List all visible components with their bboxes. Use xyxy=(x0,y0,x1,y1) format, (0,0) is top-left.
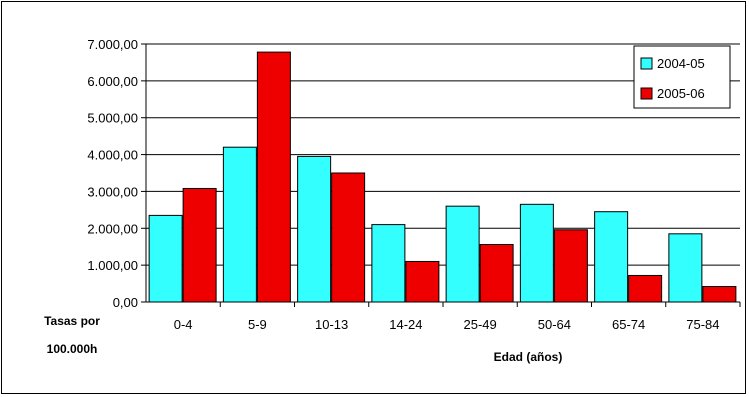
bar-2005-06-65-74 xyxy=(628,274,663,303)
legend-label-2005-06: 2005-06 xyxy=(657,86,705,101)
x-tick-label: 75-84 xyxy=(686,317,719,332)
y-axis-label-line2: 100.000h xyxy=(47,342,98,356)
legend-label-2004-05: 2004-05 xyxy=(657,56,705,71)
y-tick-label: 0,00 xyxy=(113,295,138,310)
y-tick-label: 4.000,00 xyxy=(87,148,138,163)
x-axis-label: Edad (años) xyxy=(494,350,563,364)
bar-2004-05-5-9 xyxy=(222,146,257,303)
bar-2004-05-10-13 xyxy=(297,155,332,303)
bar-2004-05-75-84 xyxy=(668,233,703,303)
y-tick-label: 5.000,00 xyxy=(87,111,138,126)
bar-2005-06-5-9 xyxy=(256,51,291,303)
bars xyxy=(148,51,737,303)
bar-2004-05-25-49 xyxy=(445,205,480,303)
bar-2005-06-75-84 xyxy=(702,286,737,303)
x-tick-label: 10-13 xyxy=(315,317,348,332)
bar-2005-06-0-4 xyxy=(182,187,217,303)
bar-2004-05-14-24 xyxy=(371,224,406,303)
x-tick-label: 65-74 xyxy=(612,317,645,332)
bar-2004-05-65-74 xyxy=(594,211,629,303)
x-tick-label: 14-24 xyxy=(389,317,422,332)
x-tick-label: 5-9 xyxy=(248,317,267,332)
y-axis-label-line1: Tasas por xyxy=(44,314,100,328)
bar-2005-06-25-49 xyxy=(479,244,514,303)
bar-2005-06-10-13 xyxy=(331,172,366,303)
legend: 2004-05 2005-06 xyxy=(633,45,731,109)
bar-2004-05-0-4 xyxy=(148,214,183,303)
y-tick-label: 2.000,00 xyxy=(87,221,138,236)
bar-2005-06-50-64 xyxy=(553,229,588,303)
x-tick-label: 25-49 xyxy=(464,317,497,332)
y-tick-label: 3.000,00 xyxy=(87,184,138,199)
x-tick-label: 50-64 xyxy=(538,317,571,332)
y-tick-label: 7.000,00 xyxy=(87,37,138,52)
bar-2004-05-50-64 xyxy=(519,203,554,303)
y-tick-label: 6.000,00 xyxy=(87,74,138,89)
y-tick-label: 1.000,00 xyxy=(87,258,138,273)
legend-swatch-2004-05 xyxy=(640,57,653,70)
x-tick-labels: 0-4 5-9 10-13 14-24 25-49 50-64 65-74 75-84 xyxy=(174,302,741,332)
y-tick-labels: 0,00 1.000,00 2.000,00 3.000,00 4.000,00 5.00… xyxy=(87,37,146,310)
x-tick-label: 0-4 xyxy=(174,317,193,332)
bar-2005-06-14-24 xyxy=(405,260,440,303)
legend-swatch-2005-06 xyxy=(640,87,653,100)
